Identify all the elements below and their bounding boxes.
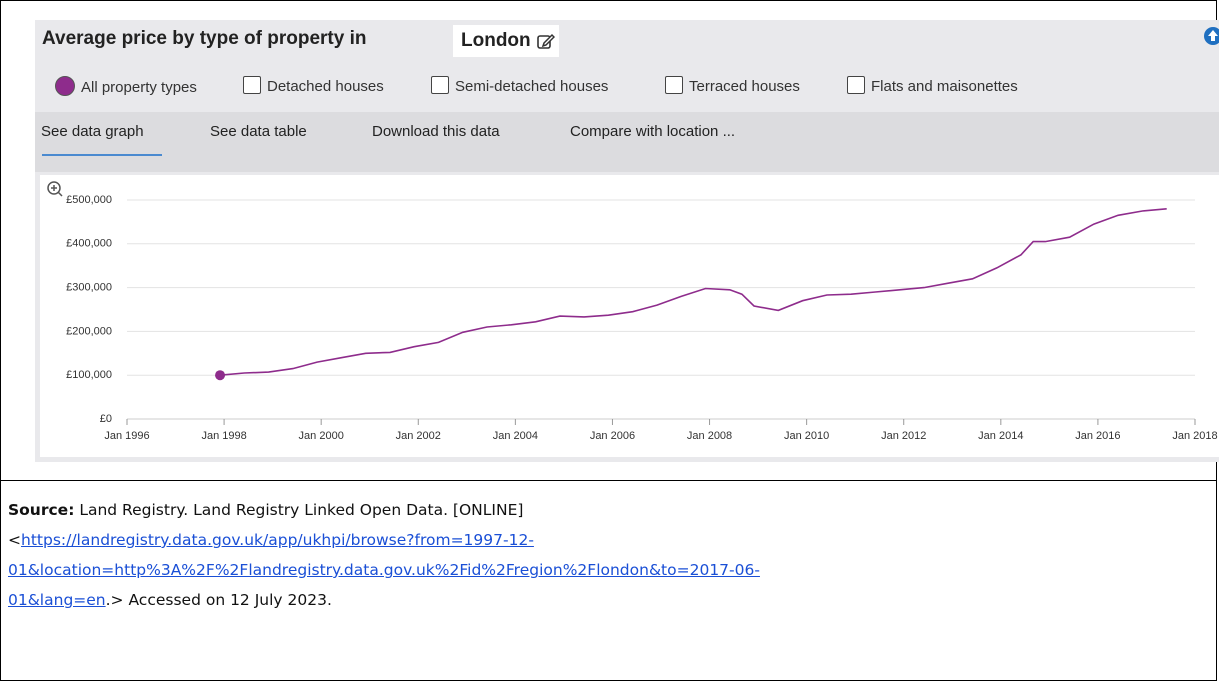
x-tick-label: Jan 2006 (590, 430, 635, 442)
y-tick-label: £400,000 (66, 238, 112, 250)
option-label: All property types (81, 79, 197, 96)
chart-background (40, 175, 1219, 457)
x-tick-label: Jan 2002 (396, 430, 441, 442)
x-tick-label: Jan 2016 (1075, 430, 1120, 442)
source: Source: Land Registry. Land Registry Lin… (8, 495, 808, 615)
x-tick-label: Jan 2014 (978, 430, 1023, 442)
option-label: Terraced houses (689, 78, 800, 95)
x-tick-label: Jan 2010 (784, 430, 829, 442)
price-line (219, 208, 1167, 376)
source-label: Source: (8, 501, 75, 519)
up-icon[interactable] (1203, 26, 1219, 46)
tab[interactable]: See data table (210, 123, 307, 140)
edit-icon (536, 33, 555, 49)
tabs: See data graph See data table Download t… (35, 112, 1219, 172)
option-label: Semi-detached houses (455, 78, 609, 95)
start-marker (215, 370, 226, 381)
y-tick-label: £300,000 (66, 282, 112, 294)
x-tick-label: Jan 1996 (104, 430, 149, 442)
x-tick-label: Jan 2004 (493, 430, 538, 442)
chart: £0 £100,000 £200,000 £300,000 £400,000 £500,0… (40, 175, 1219, 457)
x-tick-label: Jan 1998 (201, 430, 246, 442)
y-tick-label: £100,000 (66, 369, 112, 381)
y-tick-label: £200,000 (66, 325, 112, 337)
divider (0, 480, 1217, 481)
option[interactable]: Detached houses (243, 76, 384, 98)
tab[interactable]: See data graph (41, 123, 144, 140)
option[interactable]: Terraced houses (665, 76, 800, 98)
source-open: < (8, 531, 21, 549)
y-tick-label: £0 (100, 413, 112, 425)
option[interactable]: Semi-detached houses (431, 76, 608, 98)
source-text: Land Registry. Land Registry Linked Open… (79, 501, 524, 519)
tab[interactable]: Compare with location ... (570, 123, 736, 140)
option-label: Flats and maisonettes (871, 78, 1018, 95)
y-tick-label: £500,000 (66, 194, 112, 206)
x-tick-label: Jan 2000 (299, 430, 344, 442)
x-tick-label: Jan 2008 (687, 430, 732, 442)
source-link[interactable]: https://landregistry.data.gov.uk/app/ukh… (8, 531, 760, 609)
tab-underline (42, 154, 162, 156)
option-label: Detached houses (267, 78, 384, 95)
location[interactable]: London (453, 25, 559, 57)
x-tick-label: Jan 2012 (881, 430, 926, 442)
x-tick-label: Jan 2018 (1172, 430, 1217, 442)
source-after: .> Accessed on 12 July 2023. (105, 591, 332, 609)
tab[interactable]: Download this data (372, 123, 500, 140)
location-text: London (461, 30, 531, 51)
zoom-icon[interactable] (47, 181, 63, 197)
option[interactable]: All property types (55, 76, 197, 98)
title: Average price by type of property in (42, 28, 367, 49)
option[interactable]: Flats and maisonettes (847, 76, 1018, 98)
